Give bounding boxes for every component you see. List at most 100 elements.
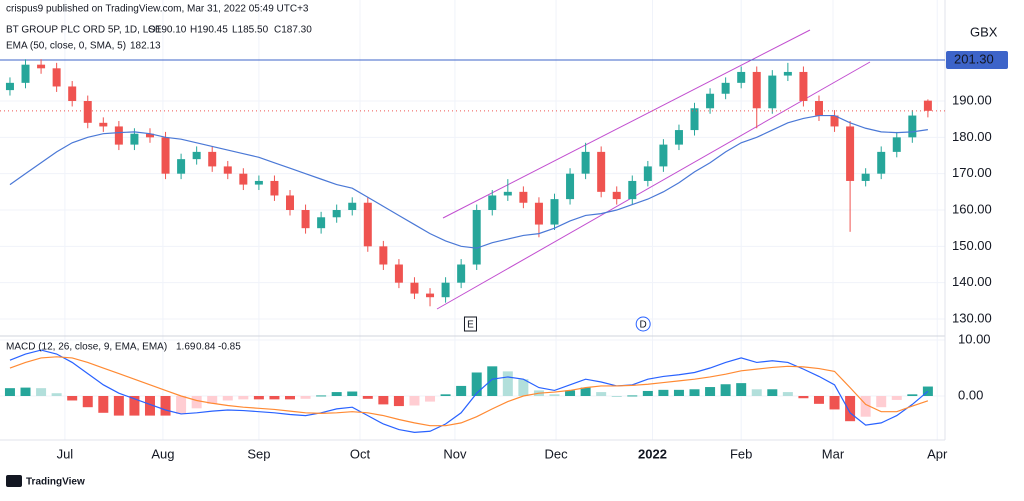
candle-body — [145, 133, 154, 138]
marks — [0, 59, 945, 433]
macd-hist-bar — [456, 385, 467, 397]
macd-hist-bar — [845, 396, 856, 422]
candle-body — [830, 115, 839, 127]
y-tick-label: 140.00 — [952, 274, 992, 289]
candle-body — [799, 71, 808, 102]
macd-line — [9, 349, 929, 433]
candle-body — [270, 180, 279, 196]
macd-hist-bar — [98, 396, 109, 413]
candle-body — [37, 64, 46, 69]
candle-body — [192, 151, 201, 160]
macd-hist-bar — [113, 396, 124, 416]
macd-hist-bar — [673, 389, 684, 397]
candle-body — [5, 82, 14, 91]
x-tick-label: Sep — [247, 446, 270, 461]
macd-hist-bar — [82, 396, 93, 408]
candle-body — [208, 151, 217, 167]
y-tick-label: 180.00 — [952, 129, 992, 144]
macd-hist-bar — [798, 396, 809, 399]
macd-hist-bar — [813, 396, 824, 404]
candle-body — [317, 217, 326, 229]
macd-hist-bar — [518, 379, 529, 397]
macd-hist-bar — [627, 395, 638, 397]
candle-body — [503, 191, 512, 196]
candle-body — [426, 293, 435, 298]
signal-line — [9, 356, 929, 427]
level-label: 201.30 — [954, 51, 994, 66]
candle-body — [706, 93, 715, 109]
macd-hist-bar — [51, 393, 62, 397]
macd-hist-bar — [269, 396, 280, 400]
x-tick-label: Mar — [822, 446, 845, 461]
candle-body — [130, 133, 139, 145]
channel-lower — [436, 61, 871, 310]
macd-hist-bar — [922, 386, 933, 397]
x-tick-label: Feb — [730, 446, 752, 461]
event-badge — [635, 316, 651, 332]
macd-hist-bar — [316, 395, 327, 397]
macd-hist-bar — [580, 387, 591, 397]
candle-body — [488, 195, 497, 211]
candle-body — [363, 202, 372, 247]
macd-hist-bar — [347, 391, 358, 397]
macd-hist-bar — [736, 383, 747, 397]
macd-hist-bar — [782, 392, 793, 397]
candle-body — [472, 210, 481, 265]
candle-body — [908, 115, 917, 138]
ema-legend: EMA (50, close, 0, SMA, 5) — [6, 41, 126, 52]
event-badge — [463, 316, 477, 332]
macd-hist-bar — [425, 396, 436, 402]
candle-body — [861, 173, 870, 181]
candle-body — [659, 144, 668, 167]
macd-hist-bar — [565, 390, 576, 397]
event-label: E — [467, 320, 474, 331]
x-tick-label: Dec — [544, 446, 568, 461]
macd-hist-bar — [176, 396, 187, 414]
macd-hist-bar — [471, 372, 482, 397]
macd-hist-bar — [705, 387, 716, 397]
publisher: crispus9 published on TradingView.com, M… — [6, 4, 309, 15]
candle-body — [768, 75, 777, 109]
x-tick-label: Jul — [57, 446, 74, 461]
candle-body — [286, 195, 295, 211]
macd-legend: MACD (12, 26, close, 9, EMA, EMA) — [6, 342, 167, 353]
candle-body — [441, 282, 450, 298]
candle-body — [814, 101, 823, 116]
candle-body — [690, 108, 699, 131]
macd-hist-bar — [393, 396, 404, 407]
macd-hist-bar — [829, 396, 840, 410]
macd-hist-bar — [36, 388, 47, 397]
candle-body — [597, 151, 606, 192]
macd-tick-label: 0.00 — [958, 387, 983, 402]
channel-upper — [442, 29, 811, 219]
macd-hist-bar — [129, 396, 140, 416]
candle-body — [628, 180, 637, 200]
currency: GBX — [970, 24, 998, 39]
candle-body — [566, 173, 575, 200]
candle-body — [394, 264, 403, 283]
candle-body — [892, 137, 901, 152]
candle-body — [223, 166, 232, 174]
x-tick-label: Apr — [927, 446, 948, 461]
y-tick-label: 190.00 — [952, 92, 992, 107]
x-tick-label: Nov — [443, 446, 467, 461]
footer: TradingView — [26, 477, 85, 488]
candle-body — [737, 71, 746, 83]
macd-hist-bar — [300, 396, 311, 399]
event-label: D — [640, 320, 647, 331]
macd-hist-bar — [67, 396, 78, 401]
macd-hist-bar — [751, 389, 762, 397]
macd-hist-bar — [876, 396, 887, 408]
x-tick-label: 2022 — [638, 446, 667, 461]
y-tick-label: 150.00 — [952, 238, 992, 253]
candle-body — [783, 71, 792, 76]
candle-body — [379, 246, 388, 265]
candle-body — [332, 210, 341, 218]
y-tick-label: 130.00 — [952, 310, 992, 325]
macd-hist-bar — [144, 396, 155, 416]
signal-value: -0.85 — [218, 342, 241, 353]
macd-hist-bar — [207, 396, 218, 404]
y-tick-label: 170.00 — [952, 165, 992, 180]
candle-body — [239, 173, 248, 185]
